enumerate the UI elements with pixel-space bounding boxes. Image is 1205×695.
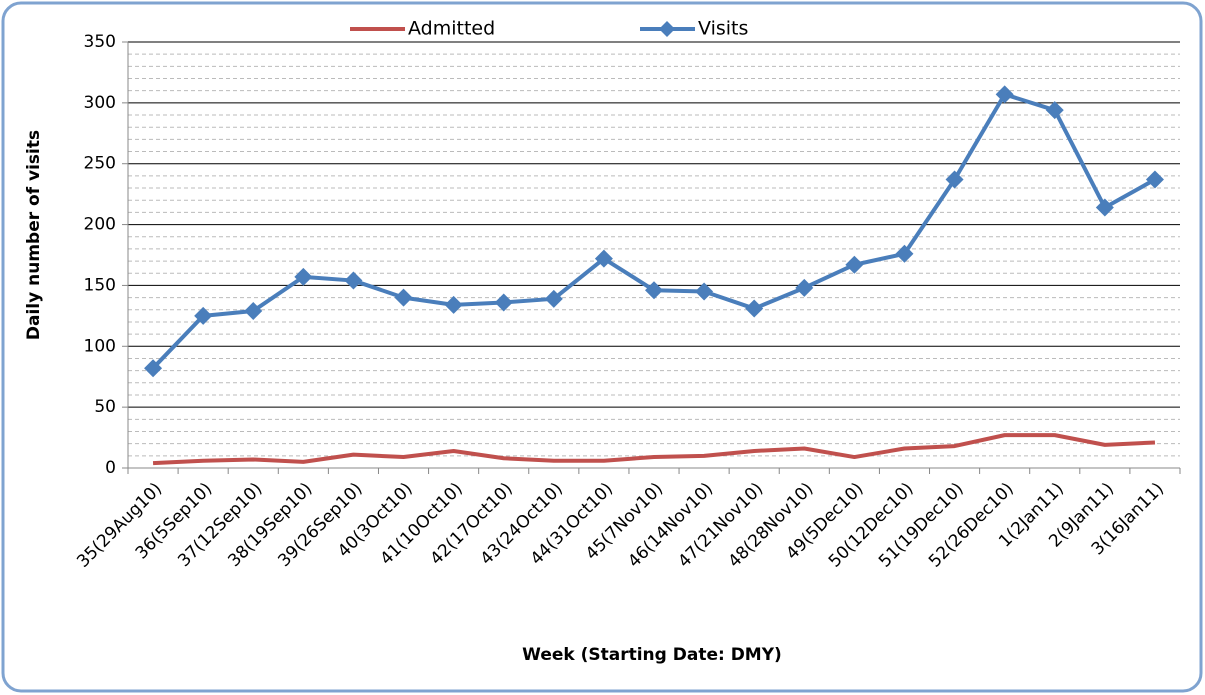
data-point [995,85,1014,104]
data-point [294,267,313,286]
series-line [152,433,1156,466]
data-point [945,170,964,189]
data-point [194,306,213,325]
data-point [494,293,513,312]
y-tick-label: 300 [84,93,116,113]
data-point [344,271,363,290]
data-point [544,289,563,308]
data-point [244,301,263,320]
data-point [1045,101,1064,120]
y-tick-label: 100 [84,336,116,356]
data-point [394,288,413,307]
data-point [1095,198,1114,217]
legend-label: Visits [698,18,748,40]
data-point [795,278,814,297]
y-tick-label: 250 [84,154,116,174]
legend-marker [659,21,675,37]
y-tick-label: 0 [105,458,116,478]
legend-label: Admitted [408,18,495,40]
data-point [444,295,463,314]
data-point [645,281,663,300]
data-point [1145,170,1164,189]
data-point [895,244,914,263]
data-point [144,359,163,378]
data-point [745,299,764,318]
data-point [695,282,714,301]
y-tick-label: 350 [84,32,116,52]
y-tick-label: 200 [84,215,116,235]
y-axis-label: Daily number of visits [24,130,44,340]
data-point [594,249,613,268]
x-axis-label: Week (Starting Date: DMY) [522,645,782,665]
y-tick-label: 50 [94,397,116,417]
data-point [845,255,864,274]
y-tick-label: 150 [84,275,116,295]
